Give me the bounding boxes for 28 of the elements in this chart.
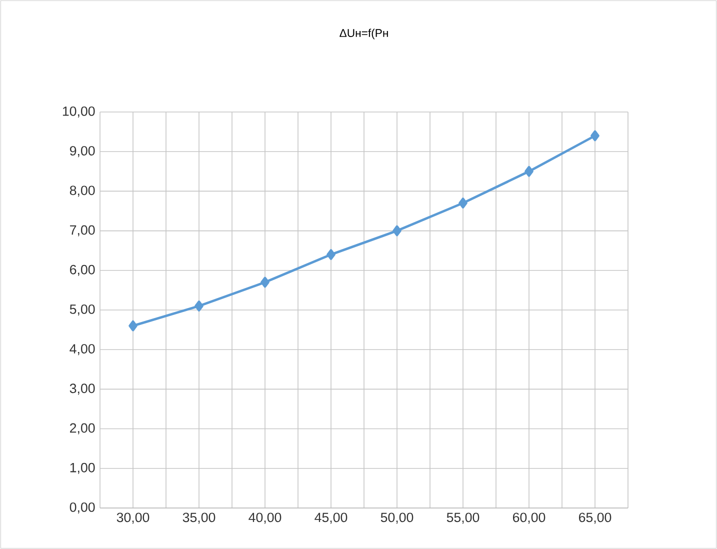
point (392, 225, 402, 236)
x-tick-label: 30,00 (116, 512, 150, 524)
y-tick-label: 3,00 (70, 384, 95, 395)
y-tick-label: 0,00 (70, 502, 95, 514)
y-tick-label: 4,00 (70, 344, 95, 356)
point (194, 300, 204, 312)
point (590, 130, 600, 142)
chart-title: ΔUн=f(Pн (340, 28, 388, 40)
point (128, 320, 138, 332)
x-tick-label: 60,00 (512, 512, 546, 524)
x-tick-label: 50,00 (380, 512, 414, 524)
x-tick-label: 55,00 (446, 512, 480, 524)
y-tick-label: 10,00 (62, 106, 95, 118)
y-tick-label: 6,00 (70, 264, 95, 276)
y-tick-label: 9,00 (70, 146, 95, 158)
point (260, 276, 270, 288)
x-tick-label: 35,00 (182, 512, 216, 524)
x-tick-label: 45,00 (314, 512, 348, 524)
x-tick-label: 40,00 (248, 512, 282, 524)
x-tick-label: 65,00 (578, 512, 612, 524)
point (458, 198, 468, 209)
y-tick-label: 5,00 (70, 304, 95, 316)
y-tick-label: 2,00 (70, 423, 95, 434)
y-tick-label: 8,00 (70, 186, 95, 197)
point (326, 249, 336, 260)
point (524, 166, 534, 177)
y-tick-label: 7,00 (70, 225, 95, 236)
y-tick-label: 1,00 (70, 462, 95, 474)
